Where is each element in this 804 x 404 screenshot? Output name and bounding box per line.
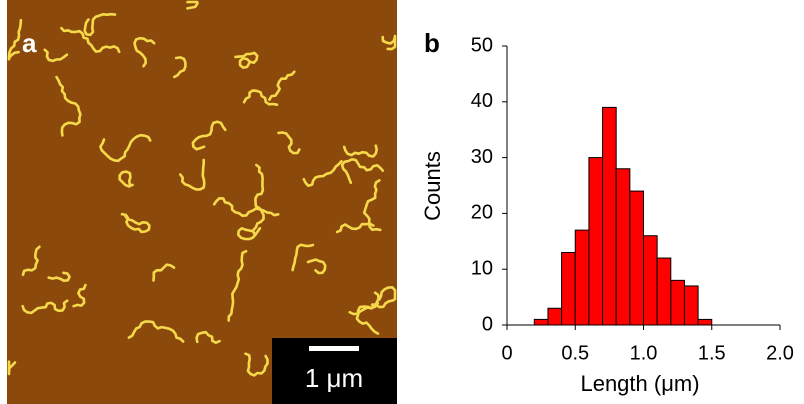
- bar: [547, 307, 563, 326]
- y-tick-label: 20: [471, 202, 493, 224]
- panel-label: b: [424, 28, 440, 58]
- afm-fiber: [227, 249, 248, 322]
- bar: [602, 106, 617, 326]
- bar: [656, 257, 672, 326]
- afm-fiber: [99, 133, 152, 163]
- y-tick-label: 10: [471, 257, 493, 279]
- afm-fiber: [306, 258, 327, 275]
- afm-fiber: [370, 286, 397, 309]
- afm-fiber: [133, 36, 156, 68]
- afm-fiber: [342, 144, 378, 158]
- afm-fiber: [234, 51, 259, 69]
- afm-fiber: [251, 163, 265, 232]
- bar: [533, 318, 549, 326]
- afm-fiber: [237, 227, 262, 241]
- bar: [697, 318, 713, 326]
- bar: [643, 235, 658, 326]
- y-axis-label: Counts: [420, 151, 445, 221]
- afm-fiber: [7, 360, 17, 376]
- y-tick-label: 50: [471, 34, 493, 56]
- bar: [629, 190, 644, 326]
- afm-fiber: [302, 160, 343, 187]
- afm-fiber: [152, 263, 176, 282]
- bar: [670, 279, 685, 326]
- afm-fiber: [362, 179, 382, 232]
- y-tick-label: 40: [471, 90, 493, 112]
- afm-fiber: [120, 212, 151, 234]
- afm-fiber: [118, 170, 134, 188]
- scale-bar: [309, 346, 359, 351]
- bar: [683, 285, 699, 326]
- x-tick-label: 1.5: [698, 342, 726, 364]
- afm-fiber: [127, 320, 185, 343]
- panel-label: a: [22, 28, 37, 58]
- x-tick-label: 2.0: [766, 342, 794, 364]
- afm-fiber: [291, 243, 315, 272]
- afm-fiber: [195, 330, 221, 344]
- afm-fiber: [83, 12, 117, 37]
- afm-fiber: [186, 0, 199, 10]
- y-tick-label: 0: [482, 313, 493, 335]
- afm-fiber: [277, 131, 301, 155]
- afm-image: [7, 0, 397, 404]
- x-tick-label: 0: [501, 342, 512, 364]
- afm-fiber: [21, 299, 69, 315]
- afm-fiber: [268, 70, 296, 101]
- afm-fiber: [173, 56, 187, 79]
- bar: [574, 229, 590, 326]
- bar: [615, 168, 631, 326]
- x-tick-label: 0.5: [561, 342, 589, 364]
- afm-fiber: [348, 291, 380, 316]
- afm-fiber: [47, 271, 71, 282]
- bar: [561, 251, 576, 326]
- y-tick-label: 30: [471, 146, 493, 168]
- afm-fiber: [60, 26, 121, 54]
- bar: [588, 157, 604, 326]
- afm-fiber: [179, 158, 206, 191]
- afm-fiber: [244, 352, 269, 377]
- afm-fiber: [335, 222, 375, 234]
- afm-fiber: [340, 158, 385, 184]
- afm-fiber: [43, 48, 69, 63]
- afm-fiber: [21, 245, 41, 277]
- afm-fiber: [55, 75, 82, 137]
- x-tick-label: 1.0: [630, 342, 658, 364]
- afm-fiber: [242, 89, 279, 106]
- afm-fiber: [191, 120, 227, 151]
- x-axis-label: Length (μm): [580, 371, 699, 396]
- afm-fiber: [7, 18, 23, 61]
- afm-fiber: [212, 197, 280, 217]
- afm-fiber: [72, 283, 87, 308]
- scale-bar-label: 1 μm: [305, 363, 363, 393]
- afm-fiber: [381, 34, 397, 51]
